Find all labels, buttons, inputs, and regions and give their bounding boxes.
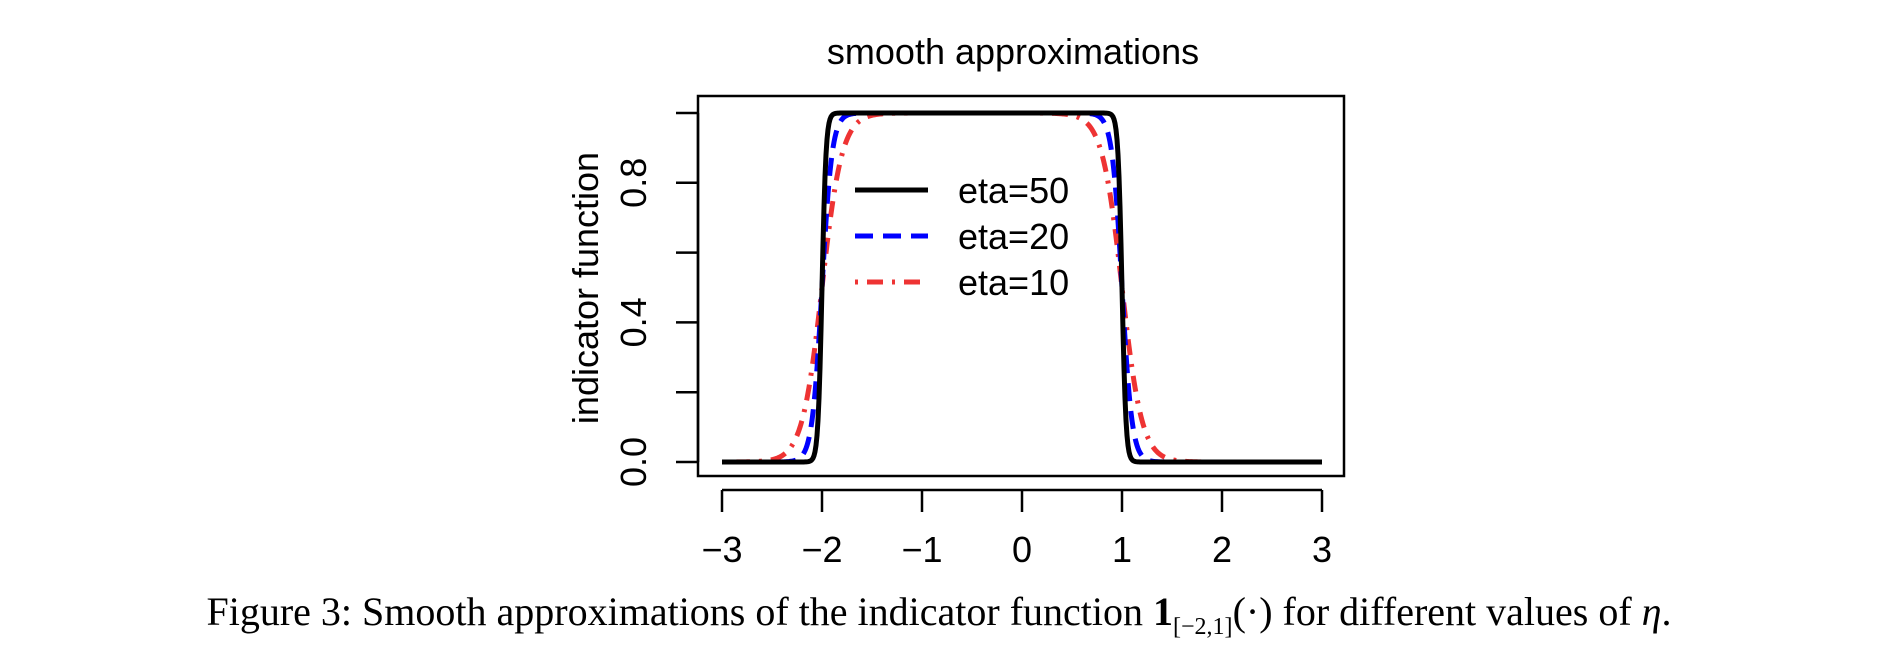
y-tick-label: 0.4 <box>613 297 654 347</box>
legend-label: eta=10 <box>958 262 1069 303</box>
x-tick-label: 2 <box>1212 529 1232 570</box>
caption-suffix: . <box>1661 589 1672 634</box>
x-tick-label: 1 <box>1112 529 1132 570</box>
legend-label: eta=20 <box>958 216 1069 257</box>
y-tick-label: 0.0 <box>613 437 654 487</box>
y-axis: 0.0 0.4 0.8 <box>613 111 700 487</box>
caption-prefix: Figure 3: Smooth approximations of the i… <box>206 589 1154 634</box>
figure-caption: Figure 3: Smooth approximations of the i… <box>0 588 1878 641</box>
legend: eta=50 eta=20 eta=10 <box>855 170 1069 303</box>
legend-label: eta=50 <box>958 170 1069 211</box>
chart-title: smooth approximations <box>827 31 1199 72</box>
eta-symbol: η <box>1641 589 1662 634</box>
curves <box>722 110 1322 465</box>
indicator-symbol: 1 <box>1153 589 1174 634</box>
x-tick-label: 3 <box>1312 529 1332 570</box>
x-tick-label: 0 <box>1012 529 1032 570</box>
y-tick-label: 0.8 <box>613 158 654 208</box>
y-axis-label: indicator function <box>565 152 606 424</box>
chart: smooth approximations indicator function… <box>565 31 1346 570</box>
x-tick-label: −3 <box>701 529 742 570</box>
x-tick-label: −1 <box>901 529 942 570</box>
caption-middle: (·) for different values of <box>1232 589 1642 634</box>
indicator-subscript: [−2,1] <box>1173 614 1233 640</box>
x-tick-label: −2 <box>801 529 842 570</box>
x-axis: −3 −2 −1 0 1 2 3 <box>701 488 1332 570</box>
series-line-eta=50 <box>722 110 1322 465</box>
